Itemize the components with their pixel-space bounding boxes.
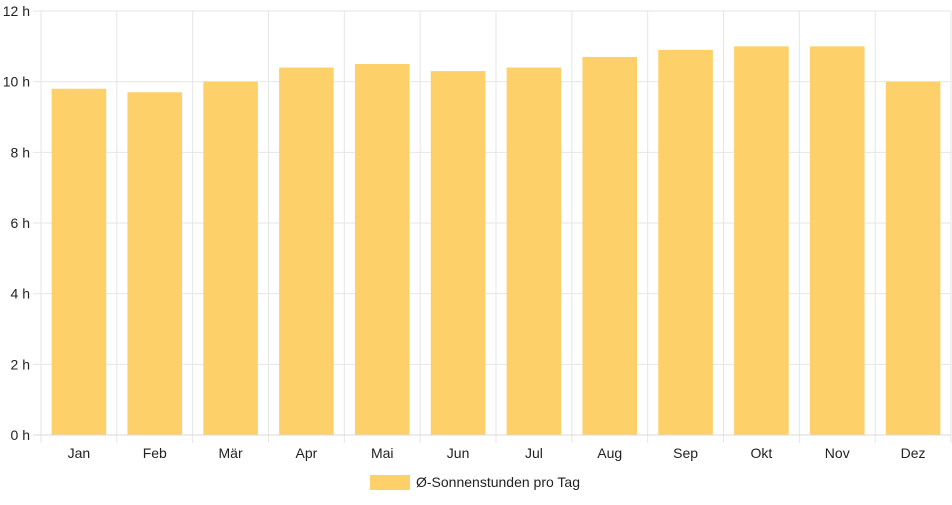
x-tick-label: Feb (143, 445, 167, 461)
y-tick-label: 4 h (11, 286, 30, 302)
x-tick-label: Nov (825, 445, 850, 461)
bar-jun[interactable] (430, 71, 486, 436)
x-tick-label: Mai (371, 445, 394, 461)
bar-apr[interactable] (279, 67, 334, 436)
bar-dez[interactable] (885, 81, 941, 436)
x-tick-label: Jul (525, 445, 543, 461)
x-tick-label: Okt (751, 445, 773, 461)
bar-mai[interactable] (354, 64, 410, 435)
x-tick-label: Dez (901, 445, 926, 461)
y-tick-label: 2 h (11, 356, 30, 372)
y-tick-label: 10 h (3, 74, 30, 90)
y-tick-label: 12 h (3, 3, 30, 19)
bar-aug[interactable] (582, 56, 638, 435)
bar-nov[interactable] (809, 46, 865, 435)
bar-okt[interactable] (734, 46, 789, 435)
x-tick-label: Jun (447, 445, 470, 461)
x-tick-label: Sep (673, 445, 698, 461)
x-tick-label: Aug (597, 445, 622, 461)
bar-jul[interactable] (506, 67, 562, 436)
bars-layer (51, 46, 941, 436)
bar-sep[interactable] (658, 49, 713, 435)
x-tick-label: Apr (296, 445, 318, 461)
bar-jan[interactable] (51, 88, 107, 435)
x-tick-label: Jan (68, 445, 91, 461)
axis-layer: 0 h 2 h 4 h 6 h 8 h 10 h 12 h Jan Feb Mär Apr Mai Ju… (3, 3, 951, 461)
y-tick-label: 8 h (11, 144, 30, 160)
grid-layer (33, 10, 952, 443)
x-tick-label: Mär (219, 445, 243, 461)
legend-label[interactable]: Ø-Sonnenstunden pro Tag (416, 474, 580, 490)
legend[interactable]: Ø-Sonnenstunden pro Tag (370, 474, 580, 490)
y-tick-label: 6 h (11, 215, 30, 231)
legend-swatch[interactable] (370, 475, 410, 490)
bar-feb[interactable] (127, 92, 183, 436)
y-tick-label: 0 h (11, 427, 30, 443)
bar-mär[interactable] (203, 81, 258, 436)
